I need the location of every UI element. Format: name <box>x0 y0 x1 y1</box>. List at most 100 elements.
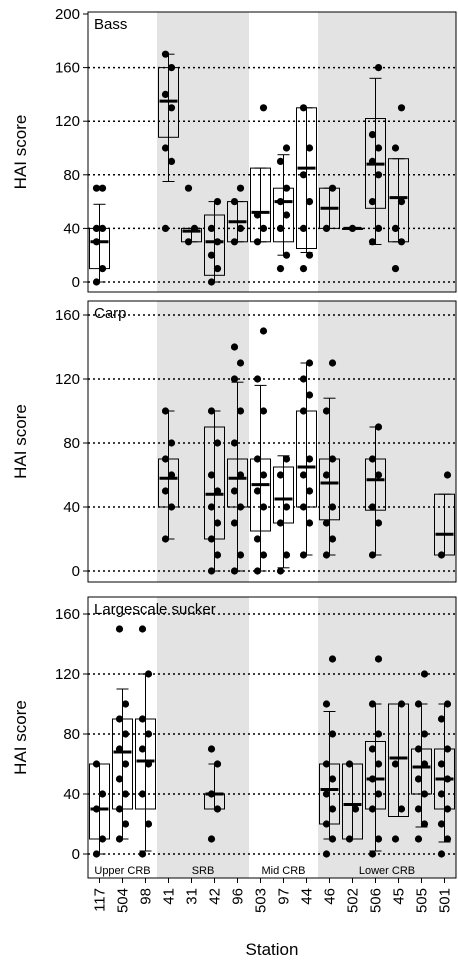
region-band <box>318 12 456 292</box>
y-axis-label: HAI score <box>11 700 30 775</box>
panel-title: Bass <box>94 16 127 33</box>
panel-0: 0 40 80 120 160 200 HAI score Bass <box>11 6 457 293</box>
data-point <box>98 184 107 192</box>
data-point <box>299 171 308 179</box>
region-label: SRB <box>192 865 215 877</box>
data-point <box>115 775 124 783</box>
region-label: Mid CRB <box>261 865 305 877</box>
y-tick-label: 0 <box>72 846 80 863</box>
data-point <box>167 503 176 511</box>
data-point <box>328 535 337 543</box>
data-point <box>328 805 337 813</box>
data-point <box>322 850 331 858</box>
data-point <box>253 455 262 463</box>
x-tick-label: 503 <box>253 888 270 913</box>
box-501 <box>434 700 455 858</box>
y-tick-label: 40 <box>63 220 80 237</box>
y-tick-label: 160 <box>55 606 80 623</box>
x-axis-label: Station <box>246 940 299 959</box>
x-tick-label: 504 <box>115 888 132 913</box>
data-point <box>345 835 354 843</box>
data-point <box>230 567 239 575</box>
data-point <box>253 567 262 575</box>
data-point <box>368 700 377 708</box>
x-tick-label: 44 <box>299 888 316 905</box>
data-point <box>299 224 308 232</box>
box-504 <box>112 625 133 843</box>
box-45 <box>388 700 409 843</box>
y-tick-label: 200 <box>55 6 80 23</box>
box-44 <box>296 359 317 559</box>
x-tick-label: 98 <box>138 888 155 905</box>
box-503 <box>250 327 271 575</box>
data-point <box>397 805 406 813</box>
data-point <box>391 835 400 843</box>
data-point <box>305 251 314 259</box>
region-band <box>318 597 456 878</box>
data-point <box>368 805 377 813</box>
data-point <box>368 850 377 858</box>
region-label: Upper CRB <box>94 865 150 877</box>
box-42 <box>204 745 225 843</box>
data-point <box>230 343 239 351</box>
panel-frame <box>87 300 457 583</box>
data-point <box>443 700 452 708</box>
panel-frame <box>87 11 457 293</box>
x-tick-label: 505 <box>414 888 431 913</box>
y-tick-label: 40 <box>63 786 80 803</box>
data-point <box>420 670 429 678</box>
data-point <box>374 655 383 663</box>
data-point <box>213 760 222 768</box>
x-tick-label: 502 <box>345 888 362 913</box>
data-point <box>374 171 383 179</box>
data-point <box>305 487 314 495</box>
data-point <box>161 144 170 152</box>
data-point <box>259 224 268 232</box>
data-point <box>368 503 377 511</box>
data-point <box>368 131 377 139</box>
box-117 <box>89 760 110 858</box>
data-point <box>253 238 262 246</box>
data-point <box>374 790 383 798</box>
data-point <box>161 455 170 463</box>
data-point <box>414 805 423 813</box>
data-point <box>437 551 446 559</box>
data-point <box>213 519 222 527</box>
x-tick-label: 46 <box>322 888 339 905</box>
box-97 <box>273 455 294 575</box>
data-point <box>230 198 239 206</box>
box-98 <box>135 625 156 858</box>
panel-2: 0 40 80 120 160 HAI score Largescale sucker <box>11 596 457 879</box>
data-point <box>322 407 331 415</box>
data-point <box>374 64 383 72</box>
data-point <box>374 519 383 527</box>
data-point <box>276 265 285 273</box>
data-point <box>374 835 383 843</box>
data-point <box>161 487 170 495</box>
y-tick-label: 80 <box>63 726 80 743</box>
data-point <box>305 144 314 152</box>
box-505 <box>411 670 432 843</box>
data-point <box>351 805 360 813</box>
data-point <box>207 835 216 843</box>
data-point <box>305 519 314 527</box>
data-point <box>259 471 268 479</box>
x-tick-label: 31 <box>184 888 201 905</box>
data-point <box>121 790 130 798</box>
data-point <box>207 224 216 232</box>
data-point <box>299 471 308 479</box>
x-tick-label: 96 <box>230 888 247 905</box>
data-point <box>322 551 331 559</box>
data-point <box>391 760 400 768</box>
data-point <box>397 700 406 708</box>
data-point <box>236 224 245 232</box>
data-point <box>207 503 216 511</box>
data-point <box>92 760 101 768</box>
data-point <box>322 700 331 708</box>
data-point <box>414 835 423 843</box>
data-point <box>167 104 176 112</box>
x-tick-label: 501 <box>437 888 454 913</box>
data-point <box>276 224 285 232</box>
data-point <box>138 790 147 798</box>
region-label: Lower CRB <box>359 865 415 877</box>
